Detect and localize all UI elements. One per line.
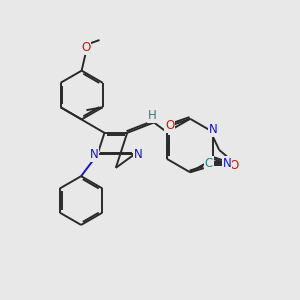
Text: O: O bbox=[82, 41, 91, 54]
Text: H: H bbox=[148, 110, 157, 122]
Text: N: N bbox=[223, 157, 232, 170]
Text: O: O bbox=[229, 159, 239, 172]
Text: N: N bbox=[209, 123, 218, 136]
Text: N: N bbox=[134, 148, 142, 161]
Text: N: N bbox=[89, 148, 98, 161]
Text: C: C bbox=[205, 157, 213, 170]
Text: O: O bbox=[165, 119, 174, 132]
